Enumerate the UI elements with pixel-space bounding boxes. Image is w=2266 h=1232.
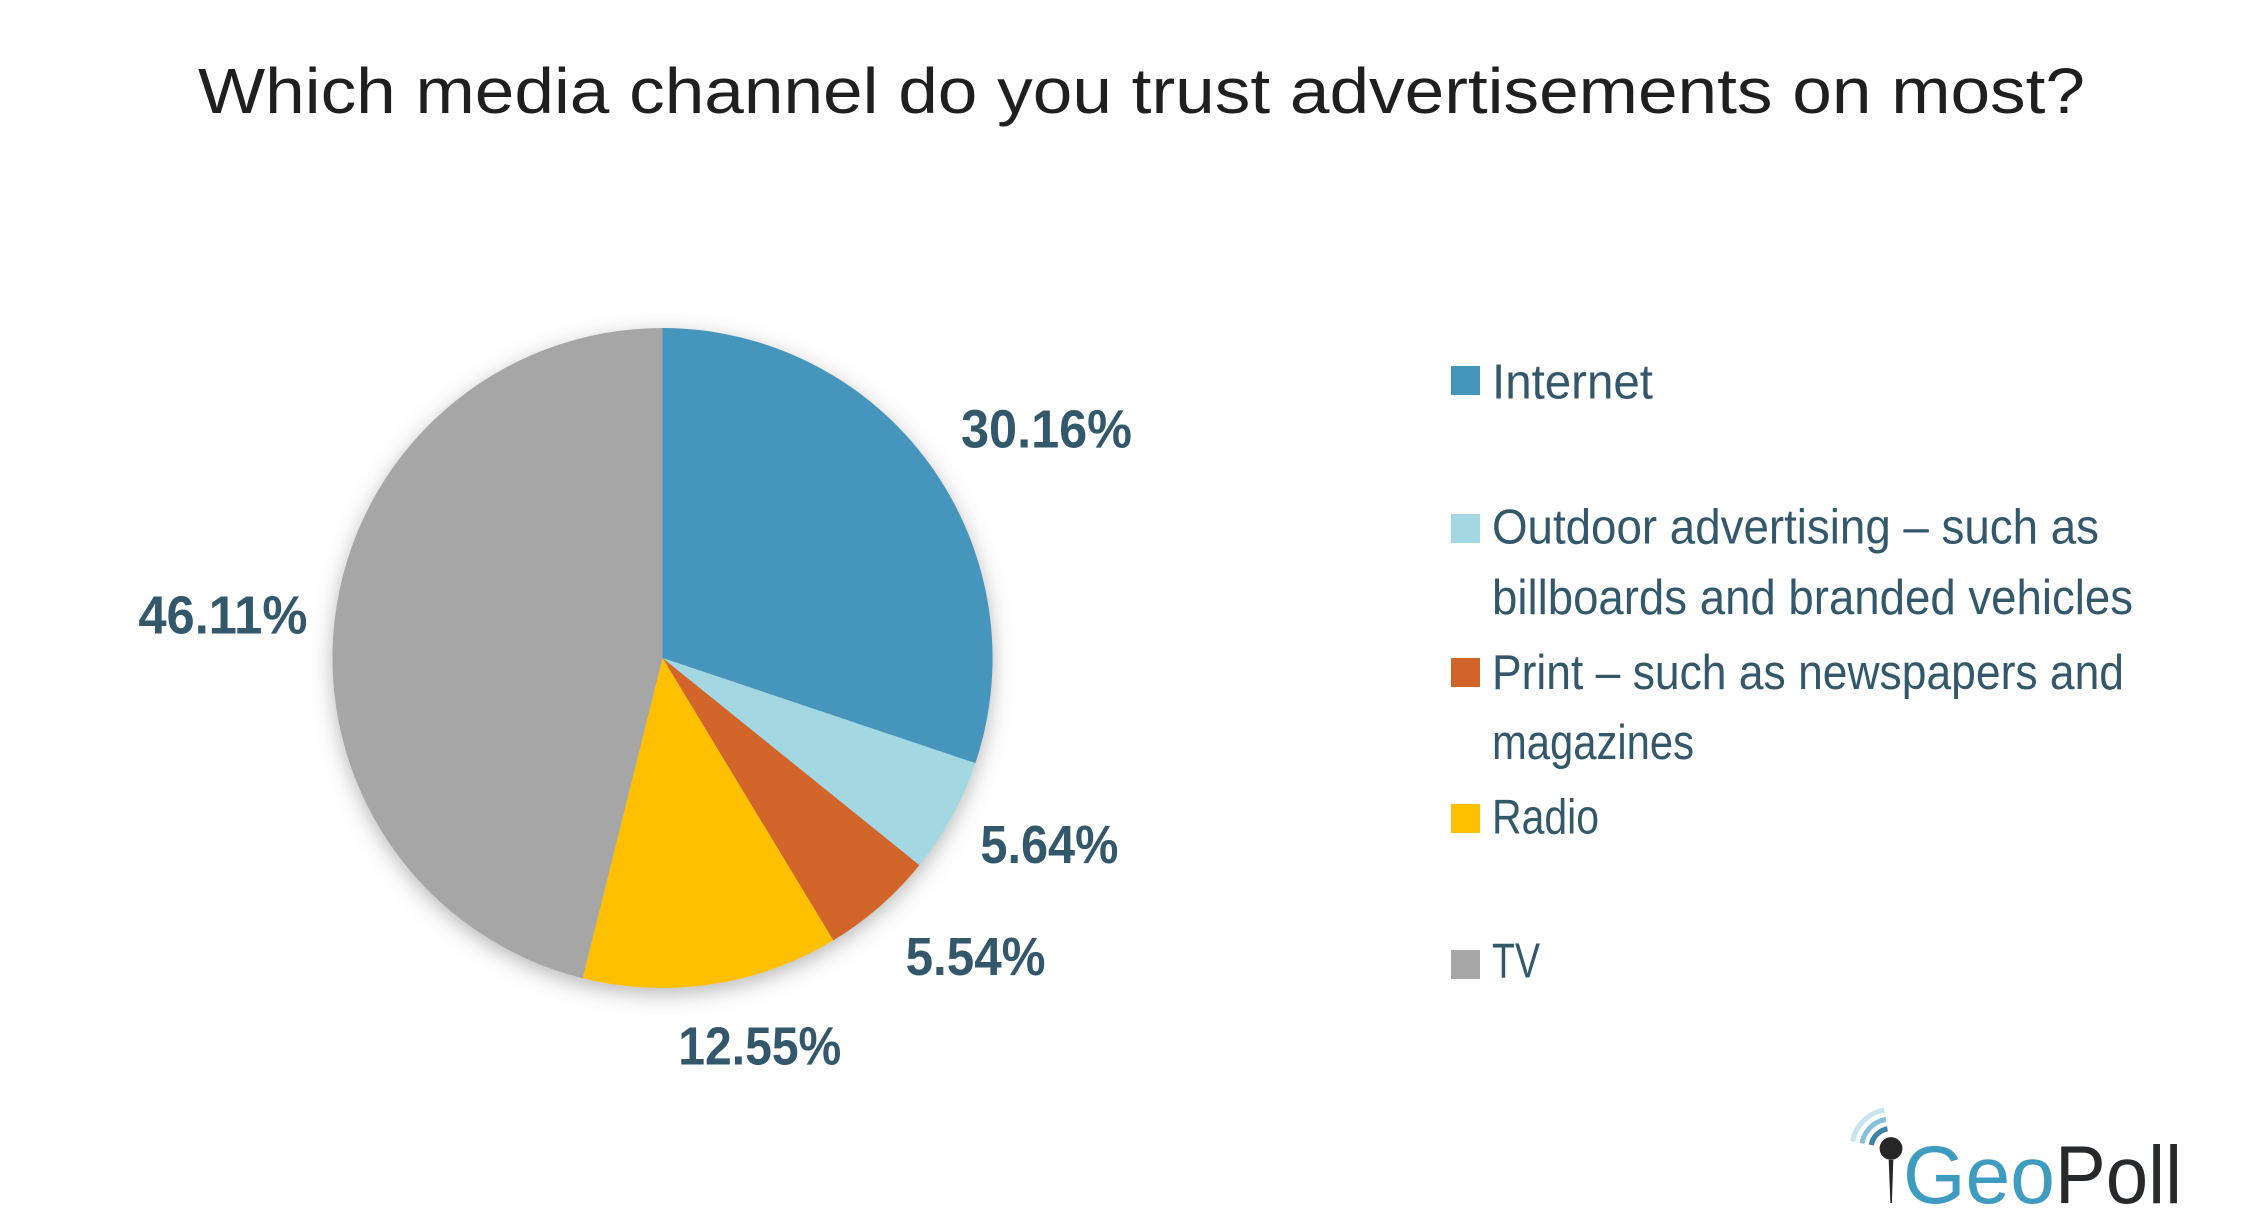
svg-text:30.16%: 30.16%: [961, 399, 1132, 459]
svg-text:46.11%: 46.11%: [138, 585, 307, 645]
svg-text:magazines: magazines: [1492, 716, 1694, 770]
svg-text:Geo: Geo: [1903, 1130, 2055, 1221]
svg-text:billboards and branded vehicle: billboards and branded vehicles: [1492, 571, 2133, 625]
svg-text:5.64%: 5.64%: [980, 815, 1118, 875]
svg-text:Internet: Internet: [1492, 356, 1653, 410]
svg-text:Which media channel do you tru: Which media channel do you trust adverti…: [198, 55, 2085, 127]
svg-text:TV: TV: [1492, 934, 1540, 988]
svg-text:12.55%: 12.55%: [678, 1017, 841, 1077]
svg-text:Poll: Poll: [2055, 1130, 2182, 1221]
svg-text:5.54%: 5.54%: [906, 927, 1046, 987]
svg-text:Outdoor advertising – such as: Outdoor advertising – such as: [1492, 500, 2099, 554]
svg-text:Print – such as newspapers and: Print – such as newspapers and: [1492, 646, 2124, 700]
svg-text:Radio: Radio: [1492, 791, 1599, 845]
